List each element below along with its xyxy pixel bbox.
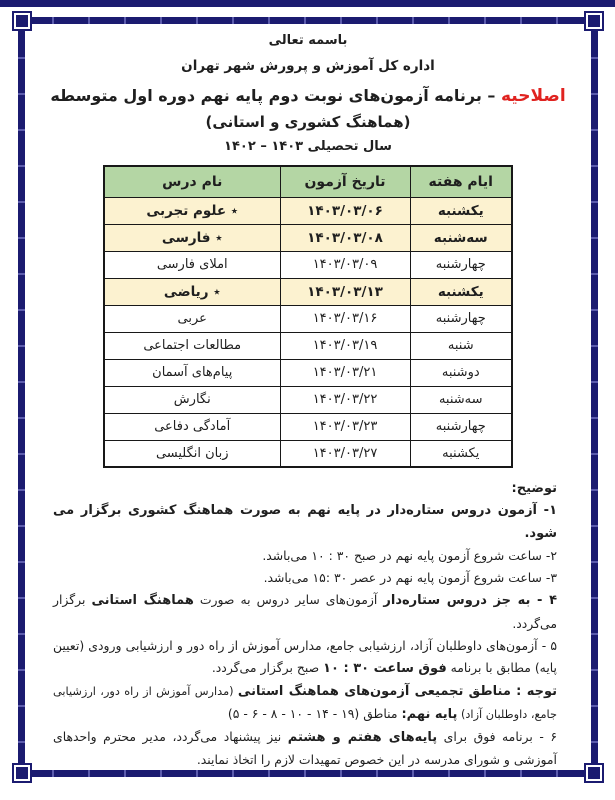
column-header-course-name: نام درس <box>103 165 281 198</box>
note-text: مناطق (۱۹ - ۱۴ - ۱۰ - ۸ - ۶ - ۵) <box>227 705 402 721</box>
course-name-cell: ٭ علوم تجربی <box>103 196 281 225</box>
note-text: پایه نهم: <box>401 706 458 722</box>
course-name-cell: ٭ ریاضی <box>103 277 281 306</box>
department-line: اداره کل آموزش و پرورش شهر تهران <box>181 58 435 74</box>
note-text: توجه : مناطق تجمیعی آزمون‌های هماهنگ است… <box>237 683 557 699</box>
frame-bottom-bar <box>18 770 598 777</box>
day-cell: یکشنبه <box>409 439 513 468</box>
table-row: یکشنبه ۱۴۰۳/۰۳/۱۳ ٭ ریاضی <box>103 277 513 306</box>
column-header-weekday: ایام هفته <box>409 165 513 198</box>
correction-label: اصلاحیه <box>501 86 566 106</box>
exam-date-cell: ۱۴۰۳/۰۳/۲۷ <box>279 439 411 468</box>
day-cell: چهارشنبه <box>409 250 513 279</box>
document-title: اصلاحیه – برنامه آزمون‌های نوبت دوم پایه… <box>25 86 591 106</box>
note-text: پایه‌های هفتم و هشتم <box>287 730 438 746</box>
subtitle-line: (هماهنگ کشوری و استانی) <box>205 113 411 131</box>
exam-date-cell: ۱۴۰۳/۰۳/۲۳ <box>279 412 411 441</box>
exam-date-cell: ۱۴۰۳/۰۳/۱۳ <box>279 277 411 306</box>
exam-date-cell: ۱۴۰۳/۰۳/۰۸ <box>279 223 411 252</box>
exam-date-cell: ۱۴۰۳/۰۳/۲۱ <box>279 358 411 387</box>
note-text: (مدارس آموزش از راه دور، ارزشیابی جامع، … <box>53 684 557 721</box>
exam-schedule-table: ایام هفته تاریخ آزمون نام درس یکشنبه ۱۴۰۳… <box>103 165 513 468</box>
bismillah-line: باسمه تعالی <box>268 33 348 48</box>
note-text: آزمون‌های سایر دروس به صورت <box>193 592 384 608</box>
frame-right-bar <box>591 17 598 777</box>
day-cell: چهارشنبه <box>409 412 513 441</box>
note-text: ۵ - آزمون‌های داوطلبان آزاد، ارزشیابی جا… <box>53 637 557 675</box>
exam-date-cell: ۱۴۰۳/۰۳/۱۹ <box>279 331 411 360</box>
note-item: ۶ - برنامه فوق برای پایه‌های هفتم و هشتم… <box>53 726 557 771</box>
day-cell: شنبه <box>409 331 513 360</box>
day-cell: دوشنبه <box>409 358 513 387</box>
notes-heading: توضیح: <box>511 481 557 496</box>
academic-year-line: سال تحصیلی ۱۴۰۳ – ۱۴۰۲ <box>224 139 392 154</box>
column-header-exam-date: تاریخ آزمون <box>279 165 411 198</box>
note-text: نیز پیشنهاد می‌گردد، مدیر محترم واحدهای … <box>53 729 557 768</box>
exam-date-cell: ۱۴۰۳/۰۳/۰۹ <box>279 250 411 279</box>
note-text: ۲- ساعت شروع آزمون پایه نهم در صبح ۳۰ : … <box>262 548 557 564</box>
top-edge-strip <box>0 0 615 7</box>
course-name-cell: مطالعات اجتماعی <box>103 331 281 360</box>
note-text: ۴ - به جز دروس ستاره‌دار <box>383 593 558 609</box>
frame-top-bar <box>18 17 598 24</box>
course-name-cell: عربی <box>103 304 281 333</box>
page-border-frame <box>14 13 602 781</box>
border-corner-ornament-icon <box>586 13 602 29</box>
note-text: صبح برگزار می‌گردد. <box>211 659 324 675</box>
course-name-cell: املای فارسی <box>103 250 281 279</box>
exam-date-cell: ۱۴۰۳/۰۳/۱۶ <box>279 304 411 333</box>
table-row: سه‌شنبه ۱۴۰۳/۰۳/۰۸ ٭ فارسی <box>103 223 513 252</box>
course-name-cell: نگارش <box>103 385 281 414</box>
table-row: چهارشنبه ۱۴۰۳/۰۳/۰۹ املای فارسی <box>103 250 513 279</box>
note-item: ۱- آزمون دروس ستاره‌دار در پایه نهم به ص… <box>53 499 557 545</box>
table-row: دوشنبه ۱۴۰۳/۰۳/۲۱ پیام‌های آسمان <box>103 358 513 387</box>
exam-table-body: یکشنبه ۱۴۰۳/۰۳/۰۶ ٭ علوم تجربی سه‌شنبه ۱۴۰۳/… <box>103 196 513 468</box>
table-row: چهارشنبه ۱۴۰۳/۰۳/۲۳ آمادگی دفاعی <box>103 412 513 441</box>
course-name-cell: زبان انگلیسی <box>103 439 281 468</box>
note-text: برگزار می‌گردد. <box>53 592 557 631</box>
table-row: چهارشنبه ۱۴۰۳/۰۳/۱۶ عربی <box>103 304 513 333</box>
notes-section: توضیح: ۱- آزمون دروس ستاره‌دار در پایه ن… <box>53 481 557 771</box>
note-text: هماهنگ استانی <box>91 593 194 609</box>
day-cell: یکشنبه <box>409 277 513 306</box>
course-name-cell: آمادگی دفاعی <box>103 412 281 441</box>
frame-left-bar <box>18 17 25 777</box>
note-text: ۳- ساعت شروع آزمون پایه نهم در عصر ۳۰ :۱… <box>263 570 557 586</box>
exam-date-cell: ۱۴۰۳/۰۳/۰۶ <box>279 196 411 225</box>
title-text: – برنامه آزمون‌های نوبت دوم پایه نهم دور… <box>50 86 501 105</box>
table-row: یکشنبه ۱۴۰۳/۰۳/۰۶ ٭ علوم تجربی <box>103 196 513 225</box>
note-item: ۳- ساعت شروع آزمون پایه نهم در عصر ۳۰ :۱… <box>53 567 557 589</box>
border-corner-ornament-icon <box>586 765 602 781</box>
note-item: ۲- ساعت شروع آزمون پایه نهم در صبح ۳۰ : … <box>53 545 557 567</box>
note-item: ۴ - به جز دروس ستاره‌دار آزمون‌های سایر … <box>53 589 557 634</box>
table-row: یکشنبه ۱۴۰۳/۰۳/۲۷ زبان انگلیسی <box>103 439 513 468</box>
note-text: ۱- آزمون دروس ستاره‌دار در پایه نهم به ص… <box>53 503 557 542</box>
course-name-cell: ٭ فارسی <box>103 223 281 252</box>
day-cell: سه‌شنبه <box>409 385 513 414</box>
table-header-row: ایام هفته تاریخ آزمون نام درس <box>103 165 513 198</box>
course-name-cell: پیام‌های آسمان <box>103 358 281 387</box>
table-row: شنبه ۱۴۰۳/۰۳/۱۹ مطالعات اجتماعی <box>103 331 513 360</box>
table-row: سه‌شنبه ۱۴۰۳/۰۳/۲۲ نگارش <box>103 385 513 414</box>
note-item: توجه : مناطق تجمیعی آزمون‌های هماهنگ است… <box>53 680 557 726</box>
border-corner-ornament-icon <box>14 13 30 29</box>
note-text: ۶ - برنامه فوق برای <box>437 729 557 745</box>
day-cell: سه‌شنبه <box>409 223 513 252</box>
exam-date-cell: ۱۴۰۳/۰۳/۲۲ <box>279 385 411 414</box>
border-corner-ornament-icon <box>14 765 30 781</box>
notes-list: ۱- آزمون دروس ستاره‌دار در پایه نهم به ص… <box>53 499 557 771</box>
document-content: باسمه تعالی اداره کل آموزش و پرورش شهر ت… <box>25 24 591 770</box>
day-cell: یکشنبه <box>409 196 513 225</box>
day-cell: چهارشنبه <box>409 304 513 333</box>
note-item: ۵ - آزمون‌های داوطلبان آزاد، ارزشیابی جا… <box>53 635 557 680</box>
note-text: فوق ساعت ۳۰ : ۱۰ <box>323 660 447 676</box>
